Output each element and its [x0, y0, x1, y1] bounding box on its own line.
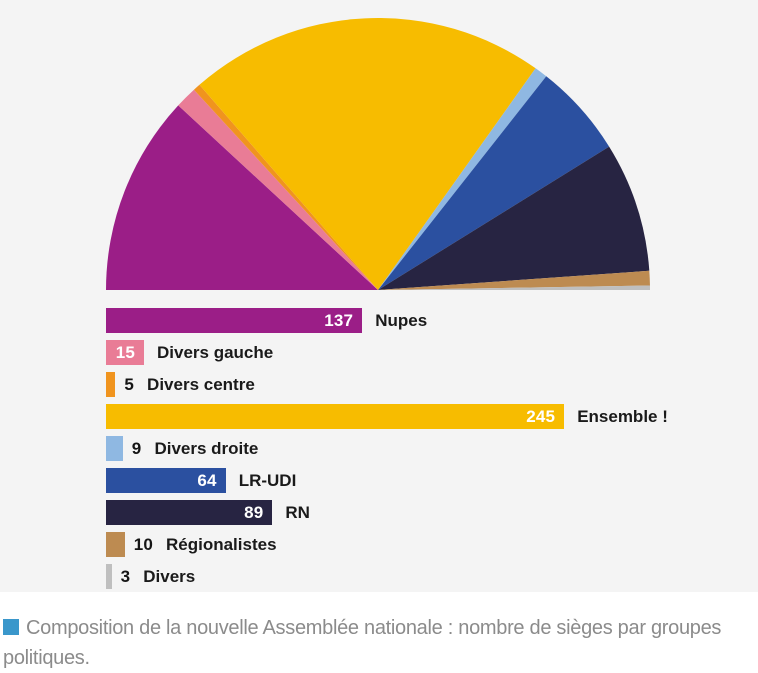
seat-legend: 137 Nupes 15 Divers gauche 5 Divers centre 245…: [106, 308, 668, 592]
hemicycle-slice-divers-droite: [378, 68, 547, 290]
caption-bullet-icon: [3, 619, 19, 635]
legend-bar: 64: [106, 468, 226, 493]
caption-text: Composition de la nouvelle Assemblée nat…: [3, 617, 722, 669]
legend-row: 89 RN: [106, 500, 668, 525]
seat-count: 3: [120, 566, 131, 586]
chart-panel: 137 Nupes 15 Divers gauche 5 Divers centre 245…: [0, 0, 758, 592]
seat-count: 89: [244, 502, 264, 522]
legend-row: 3 Divers: [106, 564, 668, 589]
seat-count: 245: [526, 406, 556, 426]
legend-bar: [106, 532, 125, 557]
legend-bar: 15: [106, 340, 144, 365]
legend-row: 64 LR-UDI: [106, 468, 668, 493]
seat-count: 137: [324, 310, 354, 330]
legend-row: 9 Divers droite: [106, 436, 668, 461]
seat-count: 15: [115, 342, 135, 362]
legend-bar: [106, 372, 116, 397]
legend-row: 137 Nupes: [106, 308, 668, 333]
seat-count: 10: [133, 534, 153, 554]
legend-label: Ensemble !: [577, 406, 668, 426]
hemicycle-slice-divers-gauche: [178, 89, 378, 290]
legend-bar: 245: [106, 404, 565, 429]
legend-label: Divers droite: [154, 438, 259, 458]
hemicycle-slice-lr-udi: [378, 76, 610, 290]
legend-label: Divers: [143, 566, 196, 586]
legend-bar: [106, 436, 123, 461]
legend-row: 10 Régionalistes: [106, 532, 668, 557]
legend-bar: 89: [106, 500, 273, 525]
seat-count: 64: [197, 470, 217, 490]
hemicycle-slice-ensemble-: [199, 18, 536, 291]
legend-label: Nupes: [375, 310, 428, 330]
legend-row: 245 Ensemble !: [106, 404, 668, 429]
seat-count: 5: [124, 374, 135, 394]
legend-bar: [106, 564, 112, 589]
legend-row: 15 Divers gauche: [106, 340, 668, 365]
hemicycle-slice-divers: [378, 285, 650, 290]
hemicycle-slice-rn: [378, 146, 650, 290]
legend-label: LR-UDI: [238, 470, 297, 490]
legend-bar: 137: [106, 308, 363, 333]
legend-label: Régionalistes: [166, 534, 277, 554]
hemicycle-slice-divers-centre: [193, 84, 378, 290]
seat-count: 9: [131, 438, 142, 458]
hemicycle-slice-r-gionalistes: [378, 270, 650, 290]
legend-label: Divers gauche: [157, 342, 274, 362]
hemicycle-slice-nupes: [106, 105, 378, 290]
hemicycle-chart: [106, 18, 650, 291]
legend-label: Divers centre: [147, 374, 255, 394]
legend-label: RN: [285, 502, 310, 522]
caption: Composition de la nouvelle Assemblée nat…: [3, 613, 755, 673]
legend-row: 5 Divers centre: [106, 372, 668, 397]
